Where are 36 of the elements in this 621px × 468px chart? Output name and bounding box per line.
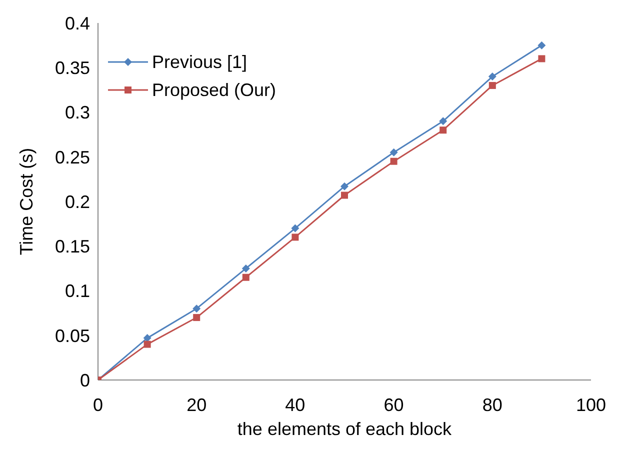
- x-tick-label: 100: [576, 394, 606, 415]
- point: [341, 192, 348, 199]
- point: [193, 314, 200, 322]
- point: [390, 148, 398, 156]
- x-axis-title: the elements of each block: [237, 419, 453, 439]
- point: [242, 264, 250, 272]
- point: [390, 158, 398, 165]
- y-tick-label: 0.2: [64, 192, 90, 212]
- y-tick-label: 0.35: [54, 58, 90, 78]
- y-tick-label: 0.3: [64, 102, 90, 123]
- point: [192, 304, 201, 313]
- legend-label: Previous [1]: [152, 51, 248, 74]
- x-tick-label: 20: [186, 394, 207, 415]
- y-tick-label: 0.25: [54, 147, 90, 168]
- point: [440, 126, 447, 134]
- point: [291, 224, 300, 232]
- y-axis-title: Time Cost (s): [16, 148, 36, 256]
- x-tick-label: 60: [384, 394, 404, 415]
- point: [439, 117, 448, 126]
- point: [144, 340, 151, 348]
- y-tick-label: 0.4: [64, 13, 90, 34]
- y-tick-label: 0.05: [54, 326, 90, 346]
- point: [538, 55, 546, 62]
- point: [242, 274, 250, 281]
- x-tick-label: 0: [92, 394, 104, 415]
- point: [340, 182, 348, 190]
- x-tick-label: 80: [482, 394, 502, 415]
- y-tick-label: 0.15: [54, 236, 90, 257]
- y-tick-label: 0: [80, 370, 90, 390]
- point: [292, 234, 299, 241]
- x-tick-label: 40: [285, 394, 306, 415]
- legend-label: Proposed (Our): [152, 79, 276, 102]
- point: [538, 41, 546, 50]
- point: [488, 82, 496, 89]
- y-tick-label: 0.1: [64, 281, 90, 302]
- point: [488, 72, 496, 81]
